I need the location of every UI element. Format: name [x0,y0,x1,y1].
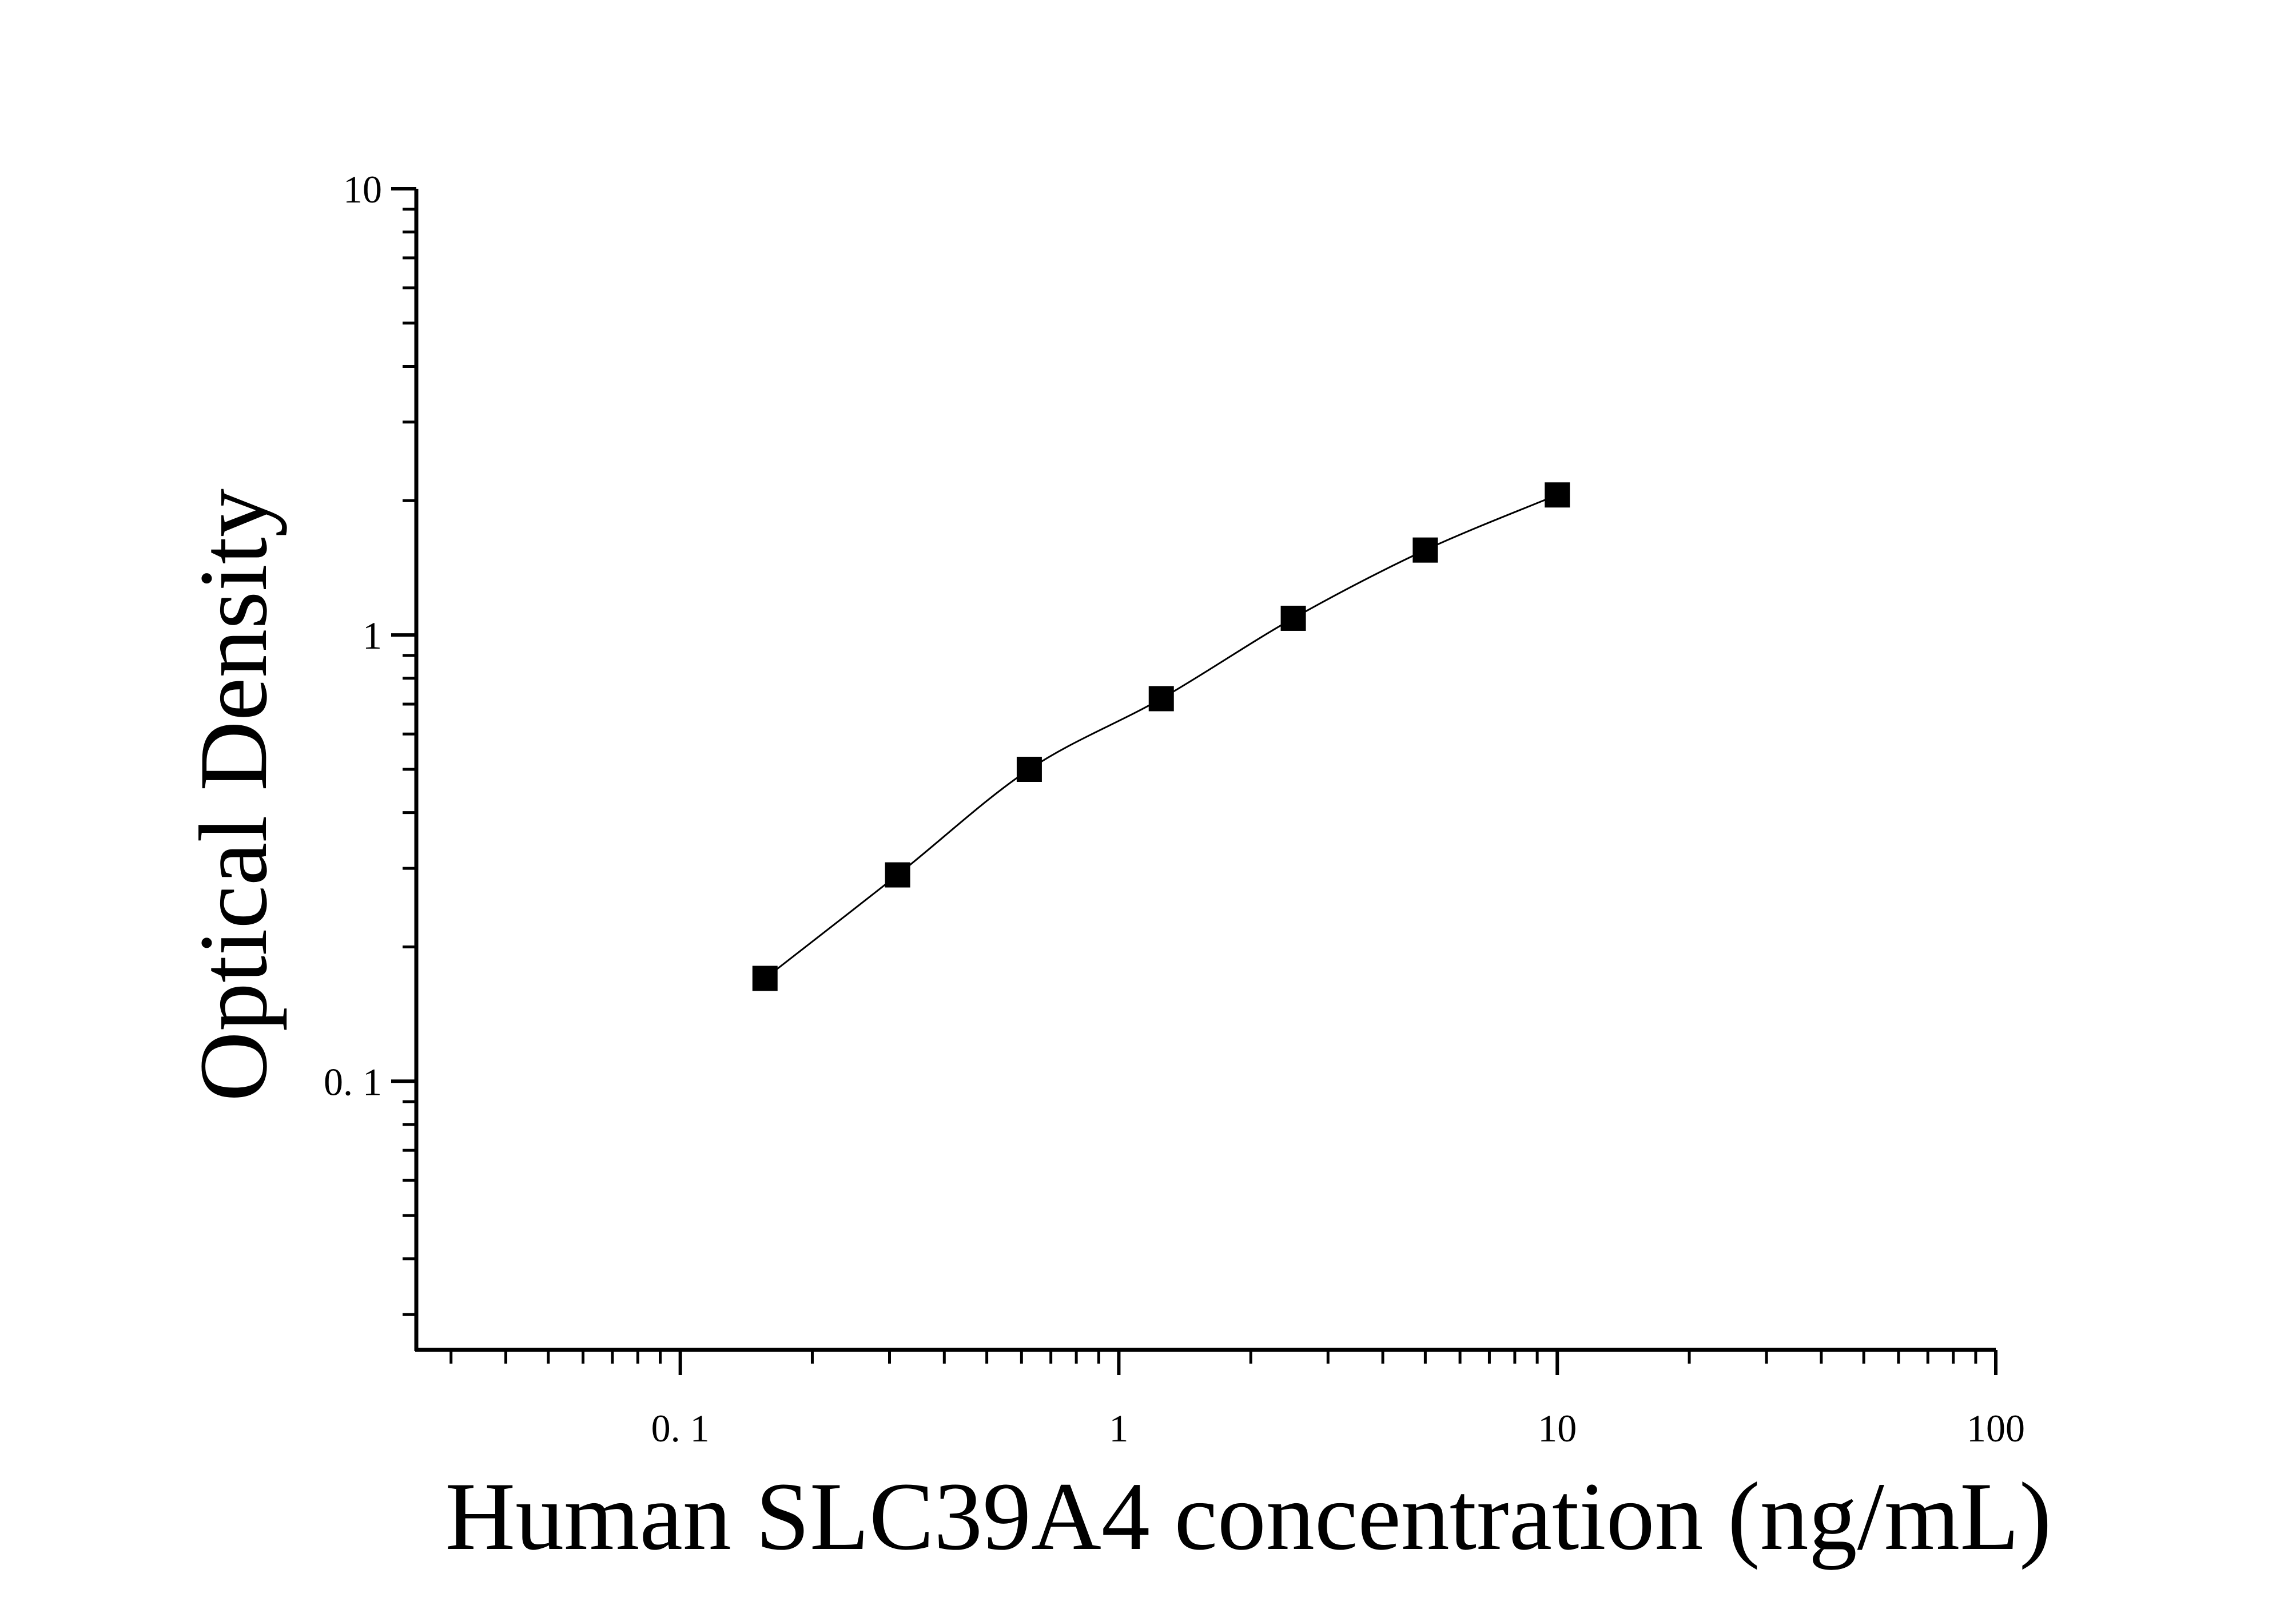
data-point [1412,537,1438,563]
data-point [1280,605,1306,631]
x-tick-label: 0. 1 [651,1407,710,1450]
fit-curve-group [764,494,1558,979]
x-tick-label: 10 [1538,1407,1577,1450]
data-point [752,966,778,991]
y-tick-label: 1 [363,614,382,657]
tick-labels: 0. 1 1 10 100 0. 1 1 10 [324,168,2025,1450]
axes [414,189,1996,1352]
x-axis-title: Human SLC39A4 concentration (ng/mL) [445,1463,2051,1570]
y-axis-title: Optical Density [180,488,287,1102]
x-tick-label: 100 [1967,1407,2025,1450]
y-tick-label: 10 [343,168,382,211]
x-tick-label: 1 [1109,1407,1128,1450]
data-point [1148,686,1174,712]
data-point [1016,757,1042,782]
data-point [1545,482,1570,508]
fit-curve [764,494,1558,979]
ticks [391,187,1997,1375]
y-tick-label: 0. 1 [324,1060,382,1103]
data-points [752,482,1570,991]
data-point [885,862,910,888]
